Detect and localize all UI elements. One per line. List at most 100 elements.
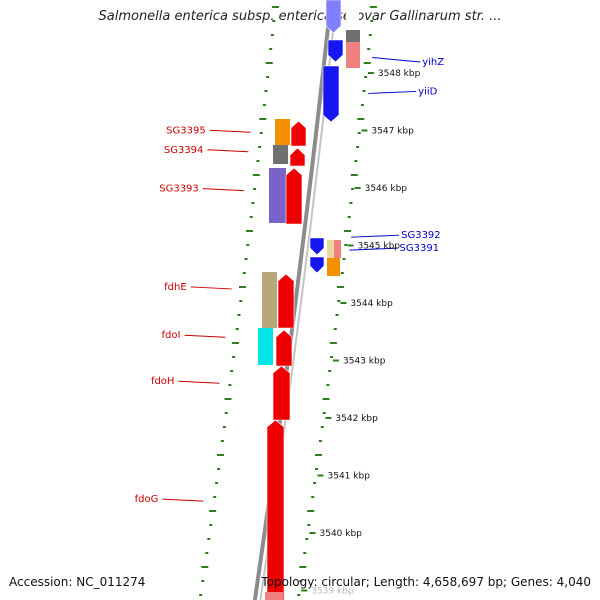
scale-tick <box>333 359 339 362</box>
cog-block <box>273 145 288 164</box>
tick-mark <box>368 34 372 36</box>
tick-mark <box>259 132 263 134</box>
forward-gene-arrow <box>309 237 325 256</box>
tick-mark <box>217 454 224 456</box>
gene-label: yihZ <box>422 57 444 68</box>
reverse-gene-arrow <box>289 147 306 167</box>
gene-label-sg3393: SG3393 <box>159 184 244 195</box>
scale-tick <box>301 589 308 592</box>
scale-label: 3541 kbp <box>328 472 371 482</box>
gene-label-sg3394: SG3394 <box>164 145 249 156</box>
tick-mark <box>242 272 246 274</box>
leader-line <box>209 129 251 133</box>
tick-mark <box>344 244 348 246</box>
gene-label: fdhE <box>164 282 187 293</box>
leader-line <box>207 149 249 153</box>
gene-label-fdoi: fdoI <box>162 330 226 341</box>
tick-mark <box>213 496 217 498</box>
gene-label: fdoH <box>151 376 175 387</box>
tick-mark <box>205 552 209 554</box>
tick-mark <box>329 342 337 344</box>
tick-mark <box>322 398 330 400</box>
tick-mark <box>262 104 266 106</box>
tick-mark <box>350 174 358 176</box>
accession-text: Accession: NC_011274 <box>9 575 146 589</box>
tick-mark <box>322 412 326 414</box>
leader-line <box>162 498 204 502</box>
tick-mark <box>271 6 279 8</box>
tick-mark <box>370 20 374 22</box>
gene-label-yiid: yiiD <box>368 86 438 97</box>
tick-mark <box>360 104 364 106</box>
scale-label: 3543 kbp <box>343 357 386 367</box>
gene-label-fdog: fdoG <box>135 494 204 505</box>
reverse-gene-arrow <box>290 120 307 147</box>
gene-label: fdoG <box>135 494 159 505</box>
leader-line <box>178 380 220 384</box>
tick-mark <box>209 510 217 512</box>
scale-tick <box>317 474 324 477</box>
scale-tick <box>354 187 361 189</box>
gene-label-yihz: yihZ <box>372 57 444 68</box>
scale-tick <box>325 417 332 419</box>
leader-line <box>351 234 400 238</box>
tick-mark <box>230 370 234 372</box>
tick-mark <box>201 566 209 568</box>
scale-label: 3540 kbp <box>320 529 363 539</box>
cog-block <box>346 0 359 30</box>
tick-mark <box>340 272 344 274</box>
tick-mark <box>362 90 366 92</box>
scale-label: 3546 kbp <box>365 184 408 194</box>
tick-mark <box>315 454 322 456</box>
tick-mark <box>351 188 355 190</box>
cog-block <box>258 328 273 365</box>
gene-label-sg3391: SG3391 <box>349 243 439 254</box>
tick-mark <box>363 62 371 64</box>
leader-line <box>349 247 398 251</box>
tick-mark <box>349 202 353 204</box>
cog-block <box>327 258 340 276</box>
tick-mark <box>364 76 368 78</box>
tick-mark <box>215 482 219 484</box>
gene-label: yiiD <box>418 86 437 97</box>
scale-label: 3548 kbp <box>378 69 421 79</box>
tick-mark <box>224 398 232 400</box>
cog-block <box>346 42 360 68</box>
scale-label: 3544 kbp <box>350 299 393 309</box>
scale-tick <box>361 129 368 132</box>
forward-gene-arrow <box>327 39 344 63</box>
scale-tick <box>347 244 354 247</box>
tick-mark <box>347 216 351 218</box>
gene-label: SG3393 <box>159 184 199 195</box>
tick-mark <box>337 286 344 288</box>
tick-mark <box>264 90 268 92</box>
tick-mark <box>318 440 322 442</box>
tick-mark <box>222 426 226 428</box>
leader-line <box>372 57 421 63</box>
scale-label: 3539 kbp <box>311 587 354 597</box>
cog-block <box>275 119 290 145</box>
tick-mark <box>220 440 224 442</box>
tick-mark <box>251 202 255 204</box>
tick-mark <box>299 566 307 568</box>
tick-mark <box>333 328 337 330</box>
tick-mark <box>252 174 260 176</box>
tick-mark <box>326 384 330 386</box>
tick-mark <box>199 594 203 596</box>
tick-mark <box>369 6 377 8</box>
tick-mark <box>235 328 239 330</box>
cog-block <box>334 240 341 258</box>
tick-mark <box>337 300 341 302</box>
tick-mark <box>328 370 332 372</box>
tick-mark <box>356 146 360 148</box>
tick-mark <box>297 594 301 596</box>
reverse-gene-arrow <box>266 419 285 600</box>
tick-mark <box>307 510 315 512</box>
cog-block <box>262 272 277 328</box>
tick-mark <box>231 342 239 344</box>
tick-mark <box>315 468 319 470</box>
reverse-gene-arrow <box>272 365 291 421</box>
gene-label-fdhe: fdhE <box>164 282 232 293</box>
tick-mark <box>249 216 253 218</box>
